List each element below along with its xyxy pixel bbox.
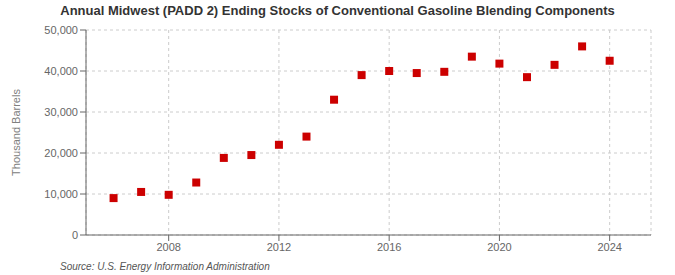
svg-text:0: 0: [72, 229, 78, 241]
svg-text:10,000: 10,000: [44, 188, 78, 200]
svg-text:20,000: 20,000: [44, 147, 78, 159]
svg-text:40,000: 40,000: [44, 65, 78, 77]
html-text:Annual Midwest (PADD 2) Ending: Annual Midwest (PADD 2) Ending Stocks of…: [60, 3, 615, 18]
svg-text:2016: 2016: [377, 241, 401, 253]
html-text:Source: U.S. Energy Informatio: Source: U.S. Energy Information Administ…: [60, 261, 270, 272]
svg-text:2012: 2012: [267, 241, 291, 253]
svg-text:2020: 2020: [487, 241, 511, 253]
svg-text:30,000: 30,000: [44, 106, 78, 118]
svg-text:50,000: 50,000: [44, 24, 78, 36]
svg-text:2024: 2024: [597, 241, 621, 253]
svg-text:2008: 2008: [156, 241, 180, 253]
svg-text:Thousand Barrels: Thousand Barrels: [10, 89, 22, 176]
